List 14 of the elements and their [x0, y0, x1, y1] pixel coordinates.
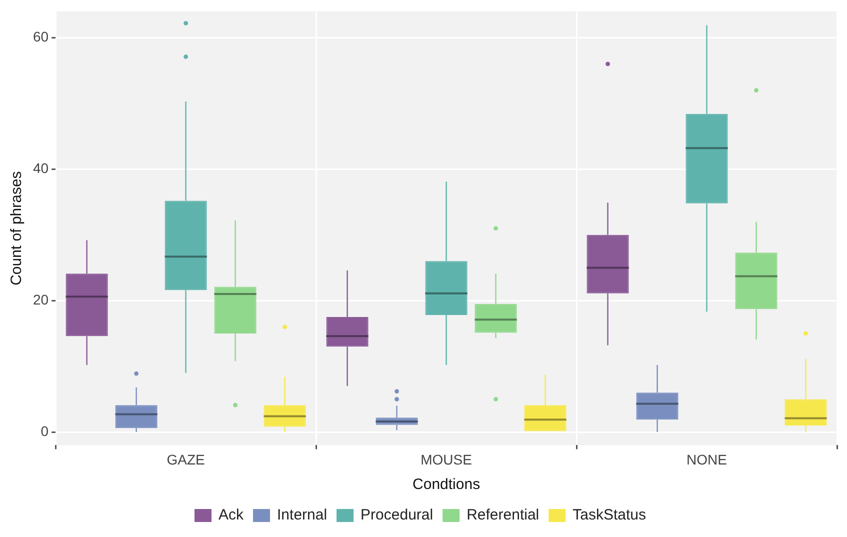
legend-label: Ack [218, 506, 244, 524]
legend-label: Referential [466, 506, 540, 524]
y-tick-label: 0 [40, 422, 49, 439]
legend-label: Procedural [360, 506, 434, 524]
x-axis-title: Condtions [412, 476, 480, 494]
legend-label: Internal [277, 506, 328, 524]
x-tick-label: NONE [686, 451, 727, 468]
y-tick-label: 60 [32, 28, 49, 45]
x-tick-label: MOUSE [420, 451, 472, 468]
y-tick-label: 20 [32, 291, 49, 308]
x-tick-label: GAZE [166, 451, 205, 468]
legend-label: TaskStatus [572, 506, 646, 524]
y-tick-label: 40 [32, 160, 49, 176]
y-axis-title: Count of phrases [8, 171, 26, 286]
